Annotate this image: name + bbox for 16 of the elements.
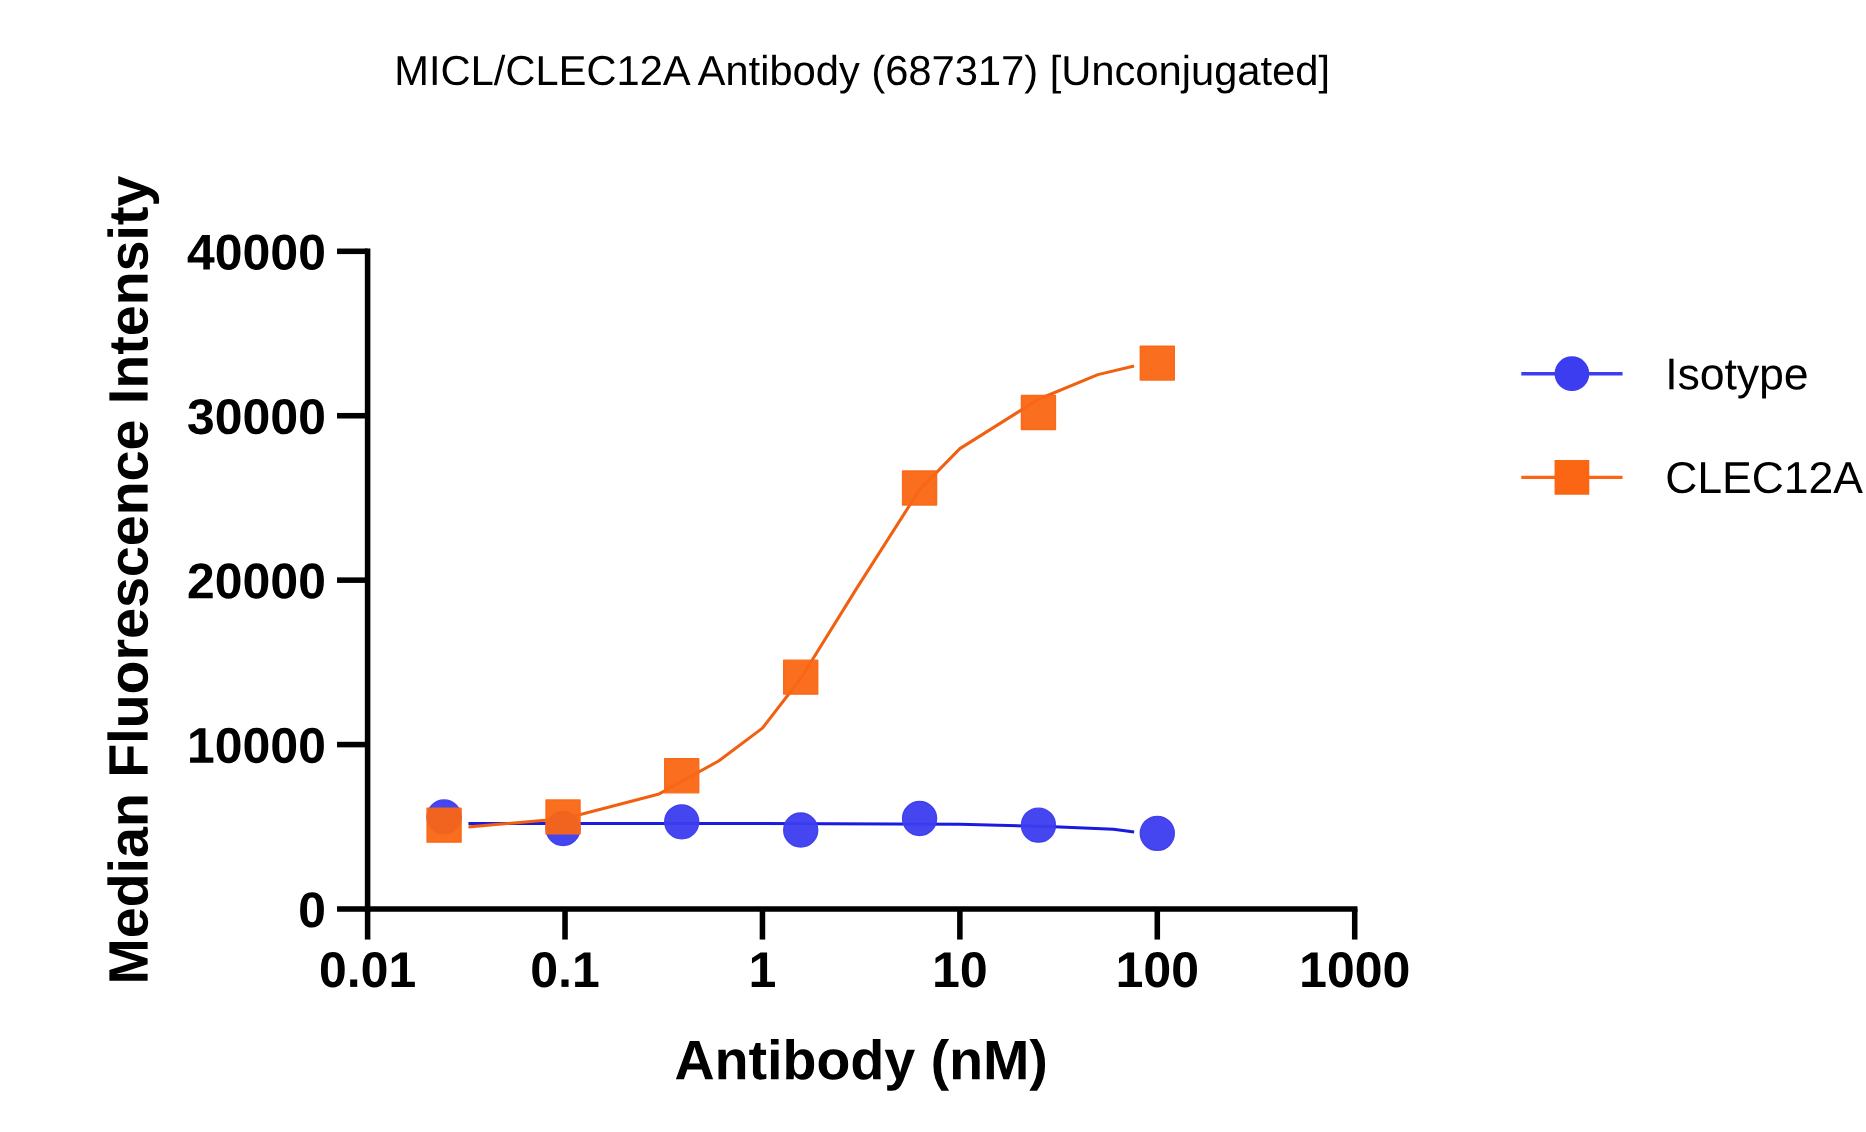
x-tick-label: 0.01 bbox=[320, 951, 415, 988]
y-tick-label: 40000 bbox=[187, 234, 324, 270]
x-tick-label: 1000 bbox=[1302, 951, 1409, 988]
x-tick-label: 0.1 bbox=[532, 951, 599, 988]
y-tick-label: 30000 bbox=[188, 398, 324, 435]
y-tick-label: 10000 bbox=[190, 727, 324, 764]
chart-title: MICL/CLEC12A Antibody (687317) [Unconjugated] bbox=[397, 54, 1328, 94]
y-tick-label: 20000 bbox=[188, 563, 324, 599]
legend-label: Isotype bbox=[1669, 358, 1807, 399]
x-tick-label: 1 bbox=[751, 952, 775, 987]
y-axis-title: Median Fluorescence Intensity bbox=[107, 175, 160, 981]
x-axis-title: Antibody (nM) bbox=[675, 1038, 1046, 1091]
x-tick-label: 10 bbox=[935, 951, 986, 988]
y-tick-label: 0 bbox=[300, 892, 324, 928]
x-tick-label: 100 bbox=[1118, 951, 1197, 988]
legend-label: CLEC12A bbox=[1667, 461, 1863, 494]
